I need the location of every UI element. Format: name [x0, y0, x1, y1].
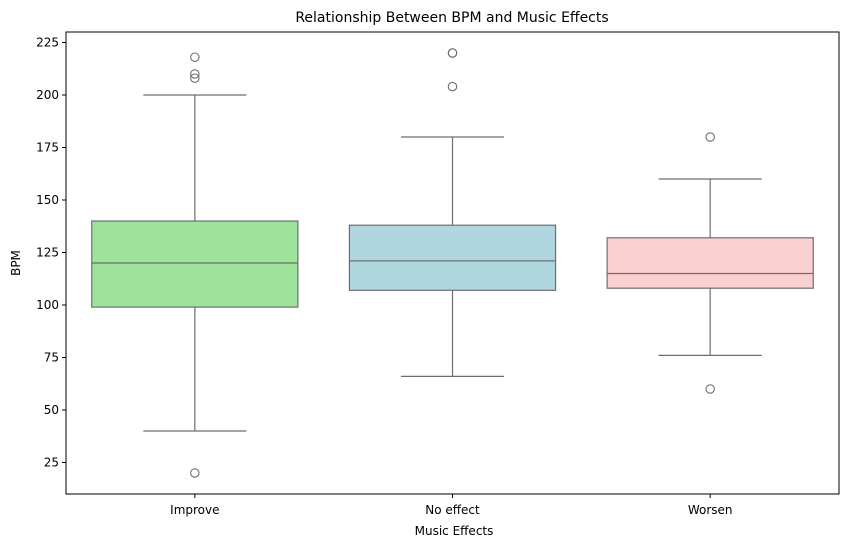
outlier-point — [705, 384, 715, 394]
y-tick-label: 125 — [36, 246, 59, 260]
outlier-point — [190, 73, 200, 83]
x-tick-label: No effect — [425, 503, 480, 517]
y-tick-label: 50 — [44, 403, 59, 417]
y-tick-label: 175 — [36, 141, 59, 155]
outlier-point — [190, 52, 200, 62]
box-iqr — [91, 220, 299, 308]
y-axis-label: BPM — [9, 250, 23, 276]
outlier-point — [447, 48, 458, 58]
x-axis: Improve No effect Worsen — [170, 494, 733, 517]
plot-marks — [91, 48, 814, 478]
chart-title: Relationship Between BPM and Music Effec… — [295, 10, 608, 26]
outlier-point — [447, 81, 458, 92]
x-tick-label: Worsen — [688, 503, 733, 517]
y-tick-label: 75 — [44, 351, 59, 365]
outlier-point — [190, 468, 200, 478]
y-tick-label: 100 — [36, 298, 59, 312]
x-tick-label: Improve — [170, 503, 219, 517]
box-group-worsen — [606, 132, 814, 394]
box-group-no-effect — [348, 48, 557, 377]
y-tick-label: 225 — [36, 36, 59, 50]
x-axis-label: Music Effects — [415, 524, 494, 538]
box-group-improve — [91, 52, 299, 478]
outlier-point — [190, 69, 200, 79]
outlier-point — [705, 132, 715, 142]
y-axis: 25 50 75 100 125 150 175 200 225 — [36, 36, 66, 470]
box-iqr — [348, 224, 557, 291]
y-tick-label: 200 — [36, 88, 59, 102]
y-tick-label: 150 — [36, 193, 59, 207]
y-tick-label: 25 — [44, 456, 59, 470]
box-iqr — [606, 237, 814, 289]
